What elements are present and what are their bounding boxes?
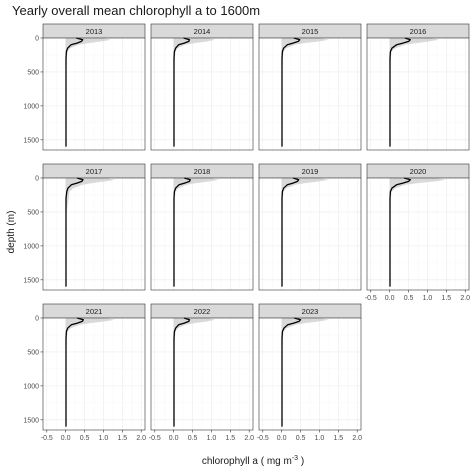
x-axis-title-suffix: ) bbox=[298, 456, 304, 467]
facet-panel: 2018 bbox=[150, 163, 254, 291]
y-tick-label: 1000 bbox=[23, 103, 39, 110]
x-tick-label: 2.0 bbox=[136, 435, 146, 442]
panel-border bbox=[258, 37, 362, 151]
x-tick-label: -0.5 bbox=[365, 295, 377, 302]
y-tick-label: 1000 bbox=[23, 243, 39, 250]
facet-panel: 2015 bbox=[258, 23, 362, 151]
facet-panel: 2023 -0.5 0.0 0.5 1.0 1.5 2.0 bbox=[257, 303, 362, 442]
facet-strip-label: 2022 bbox=[194, 307, 211, 316]
facet-panel: 2019 bbox=[258, 163, 362, 291]
x-tick-label: 2.0 bbox=[244, 435, 254, 442]
x-tick-label: -0.5 bbox=[41, 435, 53, 442]
facet-strip-label: 2021 bbox=[86, 307, 103, 316]
x-tick-label: 1.5 bbox=[333, 435, 343, 442]
x-tick-label: -0.5 bbox=[149, 435, 161, 442]
y-tick-label: 500 bbox=[27, 209, 39, 216]
panel-border bbox=[366, 37, 470, 151]
x-tick-label: 0.0 bbox=[61, 435, 71, 442]
mean-profile-line bbox=[281, 177, 300, 287]
y-tick-label: 0 bbox=[35, 176, 39, 183]
y-tick-label: 1500 bbox=[23, 137, 39, 144]
x-axis-title-main: chlorophyll a ( mg m bbox=[202, 456, 292, 467]
y-axis-title: depth (m) bbox=[6, 211, 17, 254]
facet-strip-label: 2017 bbox=[86, 167, 103, 176]
mean-profile-line bbox=[65, 317, 85, 427]
facet-panel: 2014 bbox=[150, 23, 254, 151]
y-tick-label: 0 bbox=[35, 316, 39, 323]
x-tick-label: 0.0 bbox=[169, 435, 179, 442]
mean-profile-line bbox=[281, 317, 302, 427]
facet-panel: 2016 bbox=[366, 23, 470, 151]
facet-panel: 2020 -0.5 0.0 0.5 1.0 1.5 2.0 bbox=[365, 163, 470, 302]
panel-border bbox=[258, 177, 362, 291]
x-tick-label: 1.5 bbox=[441, 295, 451, 302]
panel-border bbox=[258, 317, 362, 431]
y-tick-label: 500 bbox=[27, 69, 39, 76]
y-tick-label: 1500 bbox=[23, 277, 39, 284]
facet-strip-label: 2018 bbox=[194, 167, 211, 176]
x-axis-title: chlorophyll a ( mg m-3 ) bbox=[202, 455, 304, 467]
facet-panel: 2021 0 500 1000 1500 -0.5 0.0 0.5 1.0 1.5 2.0 bbox=[23, 303, 146, 442]
range-band bbox=[65, 178, 115, 287]
x-tick-label: 0.5 bbox=[404, 295, 414, 302]
facet-strip-label: 2013 bbox=[86, 27, 103, 36]
x-tick-label: 1.0 bbox=[207, 435, 217, 442]
x-tick-label: 2.0 bbox=[460, 295, 470, 302]
x-tick-label: -0.5 bbox=[257, 435, 269, 442]
panel-border bbox=[150, 177, 254, 291]
x-tick-label: 1.5 bbox=[225, 435, 235, 442]
mean-profile-line bbox=[173, 177, 191, 287]
x-tick-label: 1.0 bbox=[315, 435, 325, 442]
y-tick-label: 1000 bbox=[23, 383, 39, 390]
x-tick-label: 1.0 bbox=[99, 435, 109, 442]
facet-strip-label: 2020 bbox=[410, 167, 427, 176]
facet-strip-label: 2016 bbox=[410, 27, 427, 36]
facet-panels: 2013 0 500 1000 1500 2014 2015 2016 2017 0 500 1000… bbox=[23, 23, 470, 442]
x-tick-label: 0.0 bbox=[277, 435, 287, 442]
facet-panel: 2022 -0.5 0.0 0.5 1.0 1.5 2.0 bbox=[149, 303, 254, 442]
x-tick-label: 0.5 bbox=[80, 435, 90, 442]
panel-border bbox=[42, 177, 146, 291]
facet-strip-label: 2015 bbox=[302, 27, 319, 36]
chart-title: Yearly overall mean chlorophyll a to 160… bbox=[12, 3, 260, 18]
mean-profile-line bbox=[65, 37, 84, 147]
y-tick-label: 0 bbox=[35, 36, 39, 43]
facet-panel: 2013 0 500 1000 1500 bbox=[23, 23, 146, 151]
panel-border bbox=[366, 177, 470, 291]
y-tick-label: 500 bbox=[27, 349, 39, 356]
mean-profile-line bbox=[173, 37, 191, 147]
mean-profile-line bbox=[389, 177, 412, 287]
x-tick-label: 1.0 bbox=[423, 295, 433, 302]
x-tick-label: 1.5 bbox=[117, 435, 127, 442]
panel-border bbox=[150, 37, 254, 151]
facet-strip-label: 2019 bbox=[302, 167, 319, 176]
x-tick-label: 0.0 bbox=[385, 295, 395, 302]
y-tick-label: 1500 bbox=[23, 417, 39, 424]
panel-border bbox=[150, 317, 254, 431]
x-tick-label: 0.5 bbox=[188, 435, 198, 442]
x-axis-title-superscript: -3 bbox=[292, 455, 298, 462]
panel-border bbox=[42, 317, 146, 431]
x-tick-label: 2.0 bbox=[352, 435, 362, 442]
mean-profile-line bbox=[281, 37, 301, 147]
facet-panel: 2017 0 500 1000 1500 bbox=[23, 163, 146, 291]
x-tick-label: 0.5 bbox=[296, 435, 306, 442]
mean-profile-line bbox=[389, 37, 412, 147]
mean-profile-line bbox=[65, 177, 84, 287]
facet-strip-label: 2014 bbox=[194, 27, 211, 36]
mean-profile-line bbox=[173, 317, 191, 427]
facet-strip-label: 2023 bbox=[302, 307, 319, 316]
panel-border bbox=[42, 37, 146, 151]
